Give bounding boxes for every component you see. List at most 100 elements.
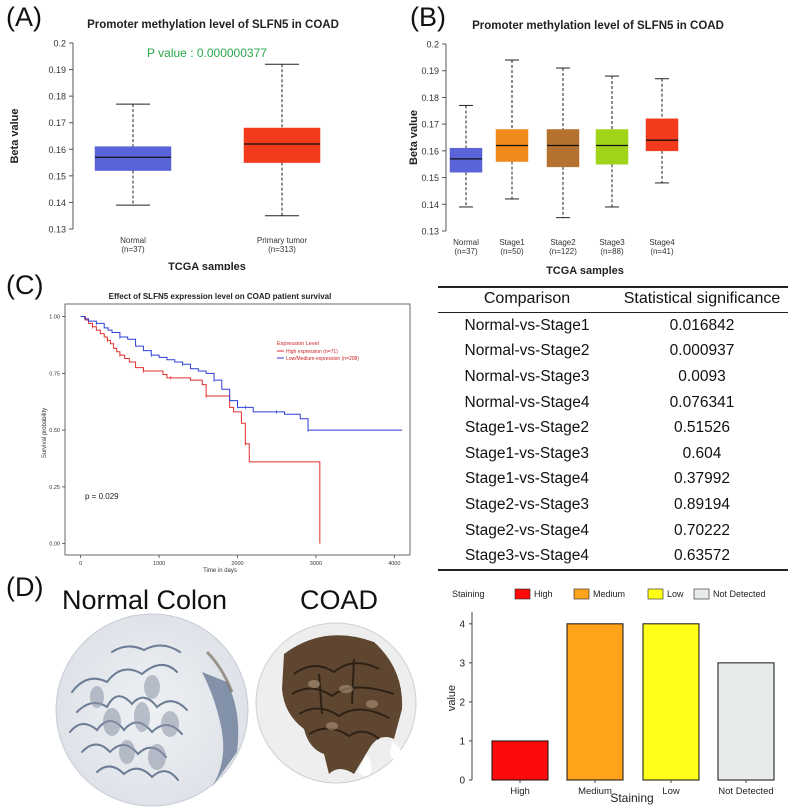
normal-colon-tissue-image: [55, 613, 249, 807]
legend-label: Low/Medium-expression (n=208): [286, 356, 359, 362]
y-axis-label: Beta value: [408, 110, 420, 165]
y-tick-label: 0.14: [48, 198, 66, 208]
bar-not-detected: [717, 662, 775, 781]
legend-title: Staining: [452, 589, 485, 599]
box-normal: [94, 146, 172, 171]
x-tick-label: Normal: [120, 236, 146, 245]
significance-cell: 0.37992: [673, 470, 731, 488]
y-tick-label: 0.00: [49, 542, 60, 548]
significance-cell: 0.000937: [669, 342, 735, 360]
y-tick-label: 0.16: [421, 146, 439, 156]
table-header-significance: Statistical significance: [616, 286, 788, 313]
y-tick-label: 0.25: [49, 485, 60, 491]
x-axis-label: Staining: [610, 791, 653, 805]
box-stage4: [645, 118, 679, 152]
x-axis-label: TCGA samples: [546, 265, 624, 277]
comparison-cell: Stage1-vs-Stage4: [464, 470, 590, 488]
significance-cell: 0.89194: [673, 495, 731, 513]
x-tick-label: 0: [79, 561, 82, 567]
x-tick-count: (n=41): [650, 247, 674, 256]
y-tick-label: 2: [459, 697, 465, 708]
significance-cell: 0.70222: [673, 521, 731, 539]
legend-label: High: [534, 589, 553, 599]
y-axis-label: value: [446, 685, 458, 711]
x-tick-label: 1000: [153, 561, 165, 567]
comparison-cell: Normal-vs-Stage4: [464, 393, 590, 411]
y-tick-label: 0.19: [421, 66, 439, 76]
x-tick-label: Not Detected: [718, 786, 773, 797]
normal-colon-title: Normal Colon: [62, 585, 228, 615]
x-tick-label: Stage3: [599, 238, 625, 247]
legend-swatch: [573, 588, 590, 600]
panel-label-a: (A): [6, 2, 42, 32]
box-stage3: [595, 129, 629, 165]
box-primary-tumor: [243, 127, 321, 163]
legend-label: High expression (n=71): [286, 349, 338, 355]
comparison-cell: Normal-vs-Stage2: [464, 342, 590, 360]
comparison-cell: Normal-vs-Stage3: [464, 367, 590, 385]
x-tick-label: Low: [662, 786, 680, 797]
x-tick-label: 3000: [310, 561, 322, 567]
y-tick-label: 0.16: [48, 145, 66, 155]
table-row: Stage2-vs-Stage3 0.89194: [438, 492, 788, 518]
coad-title: COAD: [300, 585, 379, 615]
y-tick-label: 0.75: [49, 371, 60, 377]
y-tick-label: 0.14: [421, 200, 439, 210]
plot-frame: [64, 303, 411, 556]
chart-title: Effect of SLFN5 expression level on COAD…: [109, 292, 332, 301]
comparison-cell: Stage1-vs-Stage2: [464, 419, 590, 437]
boxplot-panel-a: Promoter methylation level of SLFN5 in C…: [9, 19, 339, 270]
bar-high: [491, 740, 549, 781]
x-tick-label: Primary tumor: [257, 236, 308, 245]
p-value-annotation: p = 0.029: [85, 492, 119, 501]
table-row: Stage1-vs-Stage4 0.37992: [438, 467, 788, 493]
significance-cell: 0.0093: [678, 367, 726, 385]
legend-swatch: [693, 588, 710, 600]
legend-label: Medium: [593, 589, 625, 599]
p-value-annotation: P value : 0.000000377: [147, 46, 267, 60]
comparison-cell: Stage1-vs-Stage3: [464, 444, 590, 462]
x-tick-count: (n=37): [121, 245, 145, 254]
y-tick-label: 0: [459, 776, 465, 787]
y-tick-label: 3: [459, 658, 465, 669]
x-tick-count: (n=50): [500, 247, 524, 256]
x-tick-label: High: [510, 786, 530, 797]
panel-label-c: (C): [6, 270, 44, 300]
panel-label-b: (B): [410, 2, 446, 32]
x-tick-label: Stage1: [499, 238, 525, 247]
panel-label-d: (D): [6, 572, 44, 602]
x-axis-label: Time in days: [203, 568, 237, 574]
y-tick-label: 0.15: [421, 173, 439, 183]
x-tick-label: Stage4: [649, 238, 675, 247]
y-axis-label: Survival probability: [42, 408, 48, 458]
y-tick-label: 1: [459, 736, 465, 747]
y-tick-label: 0.17: [421, 120, 439, 130]
y-tick-label: 0.2: [53, 39, 66, 49]
legend-swatch: [647, 588, 664, 600]
staining-bar-chart-panel-d: Staining High Medium Low Not Detected 0 1 2 3 4 va…: [446, 588, 775, 805]
x-tick-label: Normal: [453, 238, 479, 247]
table-row: Stage3-vs-Stage4 0.63572: [438, 543, 788, 571]
y-tick-label: 0.13: [48, 225, 66, 235]
comparison-cell: Stage2-vs-Stage3: [464, 495, 590, 513]
bar-medium: [566, 623, 624, 781]
y-tick-label: 1.00: [49, 315, 60, 321]
y-axis-label: Beta value: [9, 108, 21, 163]
legend-title: Expression Level: [277, 341, 319, 347]
x-tick-count: (n=37): [454, 247, 478, 256]
table-row: Stage1-vs-Stage3 0.604: [438, 441, 788, 467]
chart-title: Promoter methylation level of SLFN5 in C…: [87, 19, 339, 31]
significance-cell: 0.016842: [669, 316, 735, 334]
coad-tissue-image: [255, 622, 417, 784]
y-tick-label: 0.18: [421, 93, 439, 103]
table-row: Normal-vs-Stage4 0.076341: [438, 390, 788, 416]
x-tick-label: Stage2: [550, 238, 576, 247]
y-tick-label: 0.18: [48, 92, 66, 102]
significance-table: Comparison Statistical significance Norm…: [438, 286, 788, 571]
table-row: Normal-vs-Stage1 0.016842: [438, 313, 788, 339]
comparison-cell: Stage3-vs-Stage4: [438, 543, 616, 571]
y-tick-label: 0.17: [48, 118, 66, 128]
survival-plot-panel-c: Effect of SLFN5 expression level on COAD…: [42, 292, 411, 574]
significance-cell: 0.604: [682, 444, 722, 462]
box-normal: [449, 147, 483, 173]
